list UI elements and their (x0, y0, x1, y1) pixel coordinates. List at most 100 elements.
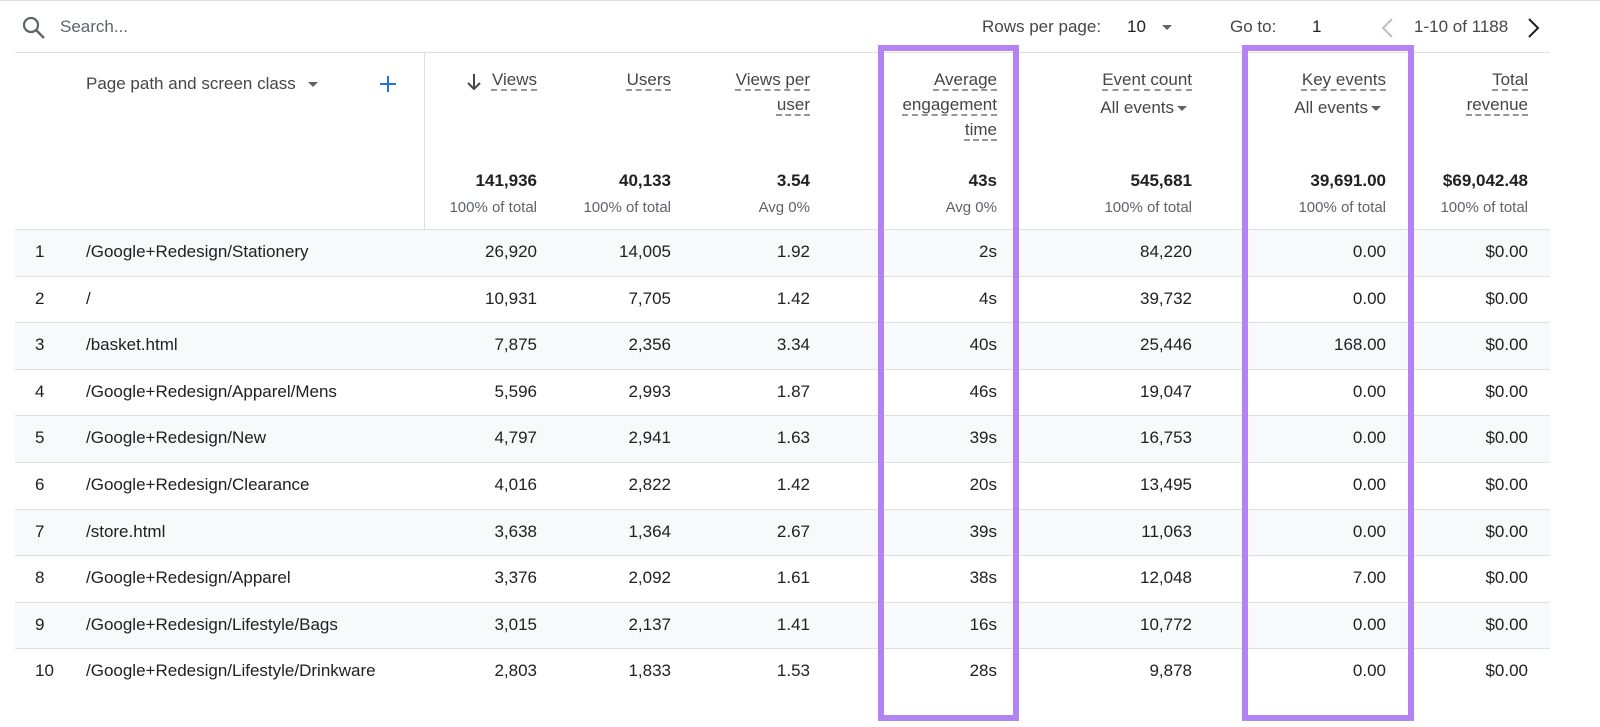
dimension-header[interactable]: Page path and screen class (86, 73, 318, 95)
column-header: Views per user (735, 70, 810, 114)
cell-value: 39,732 (1140, 288, 1192, 308)
header-border (15, 52, 1550, 53)
total-value: $69,042.48 (1442, 171, 1528, 190)
next-page[interactable] (1526, 17, 1542, 39)
cell-value: 38s (969, 568, 997, 588)
cell-value: 39s (969, 428, 997, 448)
page-path: /Google+Redesign/New (86, 428, 267, 448)
cell-value: 2,803 (494, 661, 537, 681)
cell-value: 0.00 (1352, 614, 1386, 634)
search-input[interactable]: Search... (60, 17, 129, 36)
row-index: 8 (35, 568, 45, 588)
cell-value: $0.00 (1485, 335, 1528, 355)
total-note: Avg 0% (758, 199, 810, 216)
cell-value: $0.00 (1485, 568, 1528, 588)
cell-value: 4s (979, 288, 997, 308)
total-value: 43s (968, 171, 997, 190)
total-note: Avg 0% (945, 199, 997, 216)
cell-value: 2,356 (628, 335, 671, 355)
cell-value: 2,993 (628, 381, 671, 401)
cell-value: 19,047 (1140, 381, 1192, 401)
cell-value: 7,875 (494, 335, 537, 355)
column-header: Views (491, 70, 537, 89)
total-value: 545,681 (1130, 171, 1192, 190)
page-path: /Google+Redesign/Stationery (86, 242, 309, 261)
sort-icon (467, 74, 481, 91)
cell-value: $0.00 (1485, 661, 1528, 681)
prev-page[interactable] (1380, 17, 1396, 39)
cell-value: 0.00 (1352, 521, 1386, 541)
cell-value: 2,092 (628, 568, 671, 588)
add-dimension[interactable] (378, 74, 398, 94)
cell-value: 12,048 (1140, 568, 1192, 588)
column-header: Average engagement time (902, 70, 997, 139)
page-path: /Google+Redesign/Clearance (86, 475, 310, 494)
cell-value: 1.92 (776, 242, 810, 261)
cell-value: 14,005 (619, 242, 671, 261)
cell-value: 11,063 (1141, 521, 1192, 541)
page-path: /basket.html (86, 335, 178, 355)
cell-value: 2,822 (628, 475, 671, 494)
total-note: 100% of total (1298, 199, 1386, 216)
cell-value: 16s (969, 614, 997, 634)
column-header: Event count (1102, 70, 1192, 89)
cell-value: 26,920 (485, 242, 537, 261)
cell-value: 3,015 (494, 614, 537, 634)
rows-per-page-value: 10 (1127, 17, 1146, 36)
cell-value: $0.00 (1485, 475, 1528, 494)
column-header: Users (626, 70, 671, 89)
column-header: Key events (1301, 70, 1386, 89)
cell-value: 20s (969, 475, 997, 494)
cell-value: 4,016 (494, 475, 537, 494)
go-to-input[interactable]: 1 (1312, 17, 1322, 36)
cell-value: 9,878 (1149, 661, 1192, 681)
cell-value: 10,931 (485, 288, 537, 308)
cell-value: 1,364 (628, 521, 671, 541)
total-note: 100% of total (1104, 199, 1192, 216)
cell-value: 0.00 (1352, 242, 1386, 261)
total-value: 3.54 (776, 171, 810, 190)
total-note: 100% of total (449, 199, 537, 216)
total-note: 100% of total (583, 199, 671, 216)
column-filter[interactable]: All events (1294, 98, 1368, 117)
cell-value: 1.42 (776, 288, 810, 308)
cell-value: 168.00 (1334, 335, 1386, 355)
cell-value: 2,941 (628, 428, 671, 448)
search-icon (22, 16, 45, 39)
cell-value: 5,596 (494, 381, 537, 401)
cell-value: 1.61 (776, 568, 810, 588)
cell-value: 7,705 (628, 288, 671, 308)
rows-per-page-label: Rows per page: (982, 17, 1102, 36)
cell-value: $0.00 (1485, 521, 1528, 541)
filter-caret (1177, 106, 1187, 111)
row-index: 9 (35, 614, 45, 634)
top-border (0, 0, 1600, 1)
cell-value: 0.00 (1352, 428, 1386, 448)
cell-value: 4,797 (494, 428, 537, 448)
row-index: 5 (35, 428, 45, 448)
column-filter[interactable]: All events (1100, 98, 1174, 117)
rows-per-page-select[interactable]: 10 (1127, 16, 1172, 38)
cell-value: 0.00 (1352, 475, 1386, 494)
page-path: /Google+Redesign/Apparel/Mens (86, 381, 337, 401)
cell-value: 40s (969, 335, 997, 355)
cell-value: 2s (979, 242, 997, 261)
cell-value: 28s (969, 661, 997, 681)
cell-value: 1.63 (776, 428, 810, 448)
row-index: 10 (35, 661, 54, 681)
cell-value: 13,495 (1140, 475, 1192, 494)
cell-value: 16,753 (1140, 428, 1192, 448)
row-index: 2 (35, 288, 45, 308)
cell-value: $0.00 (1485, 428, 1528, 448)
cell-value: 84,220 (1140, 242, 1192, 261)
cell-value: 1.41 (776, 614, 810, 634)
row-index: 7 (35, 521, 45, 541)
cell-value: 7.00 (1352, 568, 1386, 588)
page-path: / (86, 288, 91, 308)
cell-value: $0.00 (1485, 614, 1528, 634)
cell-value: 0.00 (1352, 661, 1386, 681)
row-index: 1 (35, 242, 45, 261)
page-path: /Google+Redesign/Apparel (86, 568, 291, 588)
cell-value: 0.00 (1352, 381, 1386, 401)
